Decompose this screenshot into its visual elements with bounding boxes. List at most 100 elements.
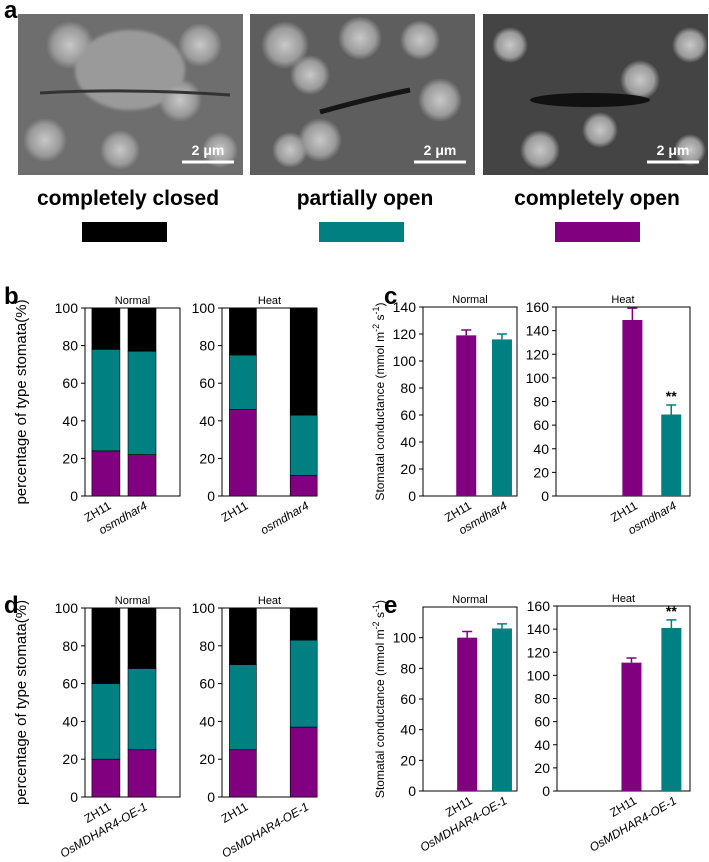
bar-segment bbox=[91, 450, 121, 497]
chart-title: Normal bbox=[452, 294, 487, 306]
y-tick-label: 60 bbox=[534, 714, 550, 730]
bar-segment bbox=[91, 607, 121, 684]
y-tick-label: 60 bbox=[199, 676, 215, 692]
y-tick-label: 100 bbox=[192, 300, 216, 316]
y-tick-label: 140 bbox=[527, 621, 551, 637]
y-tick-label: 40 bbox=[62, 713, 78, 729]
x-tick-label: osmdhar4 bbox=[258, 498, 311, 537]
y-axis-label: percentage of type stomata(%) bbox=[13, 299, 30, 504]
y-tick-label: 60 bbox=[62, 676, 78, 692]
panel-label: c bbox=[384, 283, 397, 310]
x-tick-label: ZH11 bbox=[219, 498, 251, 525]
y-axis-label-part: s bbox=[373, 314, 387, 323]
y-axis-label-part: Stomatal conductance (mmol m bbox=[373, 332, 387, 501]
bar-segment bbox=[127, 350, 157, 455]
chart-title: Normal bbox=[115, 595, 150, 607]
chart: Normal020406080100ZH11OsMDHAR4-OE-1Stoma… bbox=[371, 594, 518, 855]
y-tick-label: 120 bbox=[526, 346, 550, 362]
chart: Heat020406080100120140160ZH11OsMDHAR4-OE… bbox=[527, 593, 691, 855]
y-tick-label: 80 bbox=[533, 394, 549, 410]
y-tick-label: 100 bbox=[55, 600, 79, 616]
y-tick-label: 20 bbox=[62, 751, 78, 767]
bar-segment bbox=[229, 749, 257, 798]
y-axis-label: Stomatal conductance (mmol m-2 s-1) bbox=[371, 600, 387, 798]
bar bbox=[661, 627, 682, 791]
y-tick-label: 0 bbox=[408, 488, 416, 504]
x-tick-label: ZH11 bbox=[219, 799, 251, 826]
y-tick-label: 0 bbox=[70, 488, 78, 504]
legend-label: partially open bbox=[297, 187, 434, 210]
y-tick-label: 120 bbox=[527, 644, 551, 660]
y-tick-label: 80 bbox=[534, 691, 550, 707]
y-tick-label: 100 bbox=[55, 300, 79, 316]
y-tick-label: 160 bbox=[527, 598, 551, 614]
error-bar bbox=[496, 623, 507, 629]
y-tick-label: 0 bbox=[408, 783, 416, 799]
y-tick-label: 80 bbox=[62, 638, 78, 654]
y-tick-label: 80 bbox=[400, 660, 416, 676]
bar-segment bbox=[229, 607, 257, 666]
y-tick-label: 100 bbox=[393, 353, 417, 369]
bar-segment bbox=[91, 349, 121, 452]
chart-title: Heat bbox=[258, 595, 281, 607]
legend-swatch bbox=[555, 222, 640, 242]
y-tick-label: 100 bbox=[527, 667, 551, 683]
y-tick-label: 60 bbox=[533, 417, 549, 433]
panel-label: d bbox=[4, 592, 19, 619]
bar bbox=[622, 319, 643, 496]
legend-label: completely open bbox=[514, 187, 680, 210]
chart: Normal020406080100ZH11osmdhar4percentage… bbox=[13, 295, 181, 537]
panel-label: a bbox=[4, 0, 18, 24]
micrograph-3 bbox=[483, 14, 708, 175]
error-bar bbox=[461, 329, 472, 336]
chart: Normal020406080100120140ZH11osmdhar4Stom… bbox=[371, 294, 518, 537]
error-bar bbox=[496, 333, 507, 340]
y-axis-label-part: ) bbox=[373, 600, 387, 604]
chart-title: Heat bbox=[258, 295, 281, 307]
y-tick-label: 20 bbox=[199, 751, 215, 767]
panel-label: b bbox=[4, 283, 19, 310]
significance: ** bbox=[666, 603, 677, 619]
chart: Normal020406080100ZH11OsMDHAR4-OE-1perce… bbox=[13, 595, 181, 861]
y-tick-label: 100 bbox=[393, 630, 417, 646]
bar-segment bbox=[91, 307, 121, 350]
significance: ** bbox=[666, 388, 677, 404]
legend bbox=[82, 222, 640, 242]
y-tick-label: 40 bbox=[199, 713, 215, 729]
scale-bar-label: 2 μm bbox=[657, 142, 690, 158]
y-tick-label: 20 bbox=[62, 450, 78, 466]
bar-segment bbox=[289, 475, 318, 497]
chart-title: Normal bbox=[115, 295, 150, 307]
y-axis-label-part: ) bbox=[373, 302, 387, 306]
y-axis-label-part: -1 bbox=[371, 604, 381, 612]
bar-segment bbox=[127, 454, 157, 497]
micrograph-1 bbox=[18, 14, 243, 175]
y-tick-label: 100 bbox=[526, 370, 550, 386]
y-tick-label: 40 bbox=[534, 737, 550, 753]
bar bbox=[456, 335, 477, 496]
bar-segment bbox=[289, 639, 318, 728]
y-tick-label: 40 bbox=[62, 413, 78, 429]
charts: Normal 0 20 40 60 80 100 ZH11 osmdhar4 percentage… bbox=[13, 294, 691, 861]
bar bbox=[621, 662, 642, 791]
y-axis-label: Stomatal conductance (mmol m-2 s-1) bbox=[371, 302, 387, 500]
y-tick-label: 60 bbox=[400, 407, 416, 423]
y-tick-label: 160 bbox=[526, 299, 550, 315]
y-axis-label-part: -1 bbox=[371, 306, 381, 314]
y-tick-label: 0 bbox=[541, 488, 549, 504]
y-tick-label: 80 bbox=[199, 338, 215, 354]
legend-label: completely closed bbox=[37, 187, 219, 210]
y-axis-label: percentage of type stomata(%) bbox=[13, 600, 30, 805]
bar bbox=[491, 628, 512, 791]
y-tick-label: 0 bbox=[207, 789, 215, 805]
y-tick-label: 140 bbox=[393, 299, 417, 315]
legend-swatch bbox=[82, 222, 167, 242]
y-tick-label: 40 bbox=[199, 413, 215, 429]
y-tick-label: 20 bbox=[400, 752, 416, 768]
chart-title: Normal bbox=[452, 594, 487, 606]
bar-segment bbox=[127, 749, 157, 798]
y-tick-label: 20 bbox=[199, 450, 215, 466]
y-tick-label: 0 bbox=[542, 783, 550, 799]
